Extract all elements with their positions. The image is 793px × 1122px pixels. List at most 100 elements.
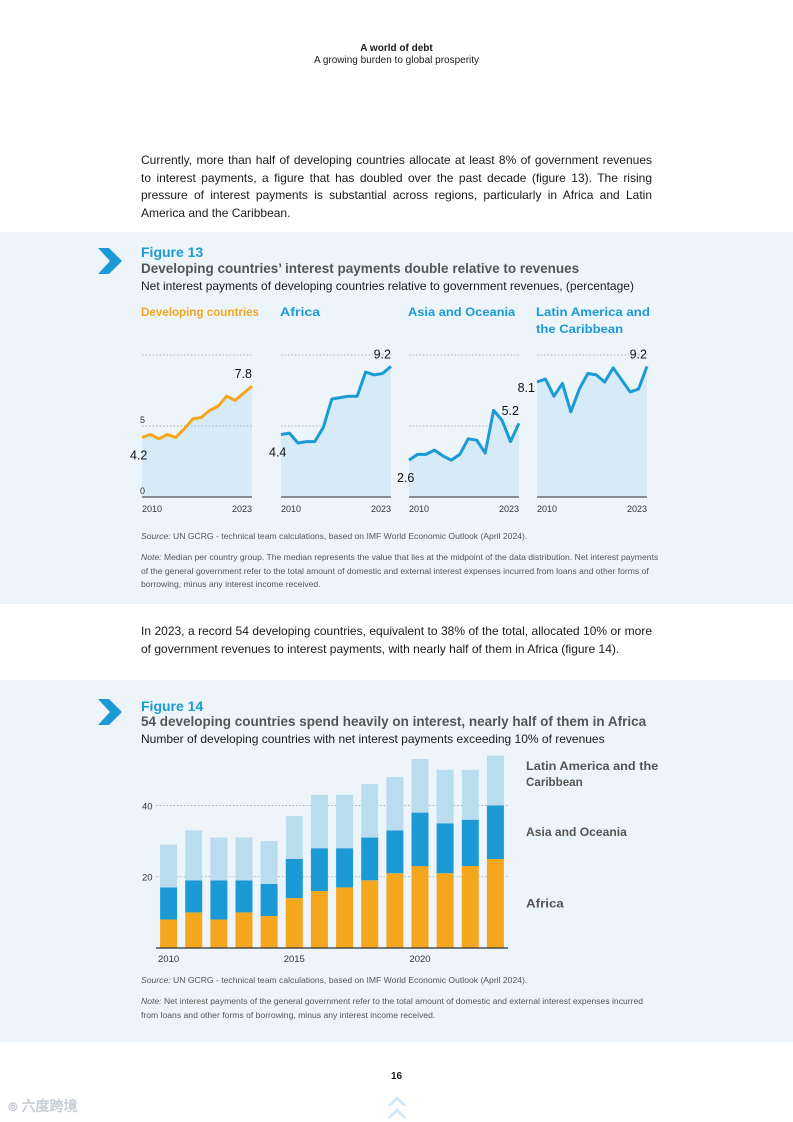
double-chevron-up-icon (387, 1096, 407, 1118)
figure-14-chart: 20 40 2010 2015 2020 Latin America and the Car… (142, 755, 659, 964)
bar-segment (336, 848, 354, 888)
x-tick-label: 2010 (537, 504, 557, 514)
panel-title: Asia and Oceania (408, 305, 516, 319)
legend-label: Africa (526, 896, 564, 910)
x-tick-label: 2023 (232, 504, 252, 514)
bar-segment (486, 858, 504, 948)
bar-segment (336, 887, 354, 948)
y-tick-label: 20 (142, 873, 153, 884)
y-tick-label: 40 (142, 801, 153, 812)
figure-14-panel: Figure 14 54 developing countries spend … (0, 680, 793, 1042)
bar-segment (160, 887, 178, 920)
bar-segment (210, 919, 228, 948)
x-tick-label: 2023 (371, 504, 391, 514)
x-tick-label: 2010 (158, 954, 179, 964)
bar-segment (185, 912, 203, 948)
bar-segment (260, 915, 278, 948)
figure-14-title: 54 developing countries spend heavily on… (141, 714, 647, 729)
x-tick-label: 2020 (409, 954, 430, 964)
bar-segment (310, 891, 328, 948)
legend-label: Caribbean (526, 775, 583, 789)
watermark-logo-icon: ⦾ (8, 1100, 18, 1114)
y-tick-label: 5 (140, 415, 145, 425)
x-tick-label: 2010 (281, 504, 301, 514)
bar-segment (461, 819, 479, 866)
header-subtitle: A growing burden to global prosperity (313, 55, 480, 66)
series-line (408, 408, 521, 462)
end-value-label: 5.2 (502, 404, 519, 418)
bar-segment (361, 784, 379, 838)
chevron-right-icon (98, 699, 122, 725)
bar-segment (260, 883, 278, 916)
bar-segment (486, 805, 504, 859)
source-prefix: Source: (141, 975, 171, 985)
series-area (281, 366, 391, 497)
start-value-label: 8.1 (518, 381, 535, 395)
x-tick-label: 2023 (627, 504, 647, 514)
legend-label: Latin America and the (526, 759, 659, 773)
source-prefix: Source: (141, 531, 171, 541)
bar-segment (185, 880, 203, 913)
figure-14-label: Figure 14 (141, 698, 204, 714)
figure-13-chart: Developing countries 4.2 7.8 2010 2023 Africa… (130, 305, 650, 514)
figure-14-subtitle: Number of developing countries with net … (141, 732, 605, 746)
bar-segment (436, 769, 454, 824)
figure-13-label: Figure 13 (141, 244, 204, 260)
bar-segment (285, 858, 303, 899)
bar-segment (285, 898, 303, 948)
end-value-label: 7.8 (235, 367, 252, 381)
series-area (537, 366, 647, 497)
bar-segment (411, 866, 429, 948)
bar-segment (336, 794, 354, 849)
bar-segment (436, 823, 454, 874)
series-line (536, 365, 649, 414)
source-text: UN GCRG - technical team calculations, b… (173, 531, 528, 541)
note-prefix: Note: (141, 996, 162, 1006)
running-header: A world of debt A growing burden to glob… (0, 43, 793, 67)
x-tick-label: 2010 (142, 504, 162, 514)
panel-title: Latin America and (536, 305, 650, 319)
body-paragraph-2: In 2023, a record 54 developing countrie… (141, 624, 652, 656)
series-area (142, 386, 252, 497)
note-text: Median per country group. The median rep… (141, 552, 659, 589)
bar-segment (361, 880, 379, 948)
bar-segment (436, 873, 454, 948)
end-value-label: 9.2 (374, 347, 391, 361)
bar-segment (235, 837, 253, 881)
bar-segment (411, 812, 429, 867)
panel-title: the Caribbean (536, 322, 623, 336)
legend-label: Asia and Oceania (526, 825, 627, 839)
figure-13-panel: Figure 13 Developing countries’ interest… (0, 232, 793, 604)
x-tick-label: 2010 (409, 504, 429, 514)
watermark-text: 六度跨境 (21, 1098, 78, 1114)
figure-13-title: Developing countries’ interest payments … (141, 261, 580, 276)
bar-segment (310, 848, 328, 891)
note-text: Net interest payments of the general gov… (141, 996, 644, 1020)
figure-13-note: Note: Median per country group. The medi… (141, 551, 661, 592)
bar-segment (461, 769, 479, 820)
x-tick-label: 2015 (284, 954, 305, 964)
bar-segment (285, 816, 303, 859)
watermark: ⦾ 六度跨境 (8, 1096, 78, 1116)
bar-segment (386, 830, 404, 874)
figure-14-note: Note: Net interest payments of the gener… (141, 995, 661, 1022)
bar-segment (386, 776, 404, 831)
bar-segment (235, 880, 253, 913)
start-value-label: 2.6 (397, 471, 414, 485)
page-number: 16 (390, 1071, 403, 1082)
y-tick-label: 0 (140, 486, 145, 496)
bar-segment (210, 837, 228, 881)
figure-13-subtitle: Net interest payments of developing coun… (141, 279, 634, 293)
bar-segment (486, 755, 504, 806)
bar-segment (160, 844, 178, 888)
series-line (280, 365, 392, 445)
figure-14-source: Source: UN GCRG - technical team calcula… (141, 974, 661, 988)
figure-13-source: Source: UN GCRG - technical team calcula… (141, 530, 661, 544)
bar-segment (160, 919, 178, 948)
x-tick-label: 2023 (499, 504, 519, 514)
bar-segment (185, 830, 203, 881)
note-prefix: Note: (141, 552, 162, 562)
body-paragraph-1: Currently, more than half of developing … (141, 153, 652, 220)
chevron-right-icon (98, 248, 122, 274)
bar-segment (310, 794, 328, 849)
